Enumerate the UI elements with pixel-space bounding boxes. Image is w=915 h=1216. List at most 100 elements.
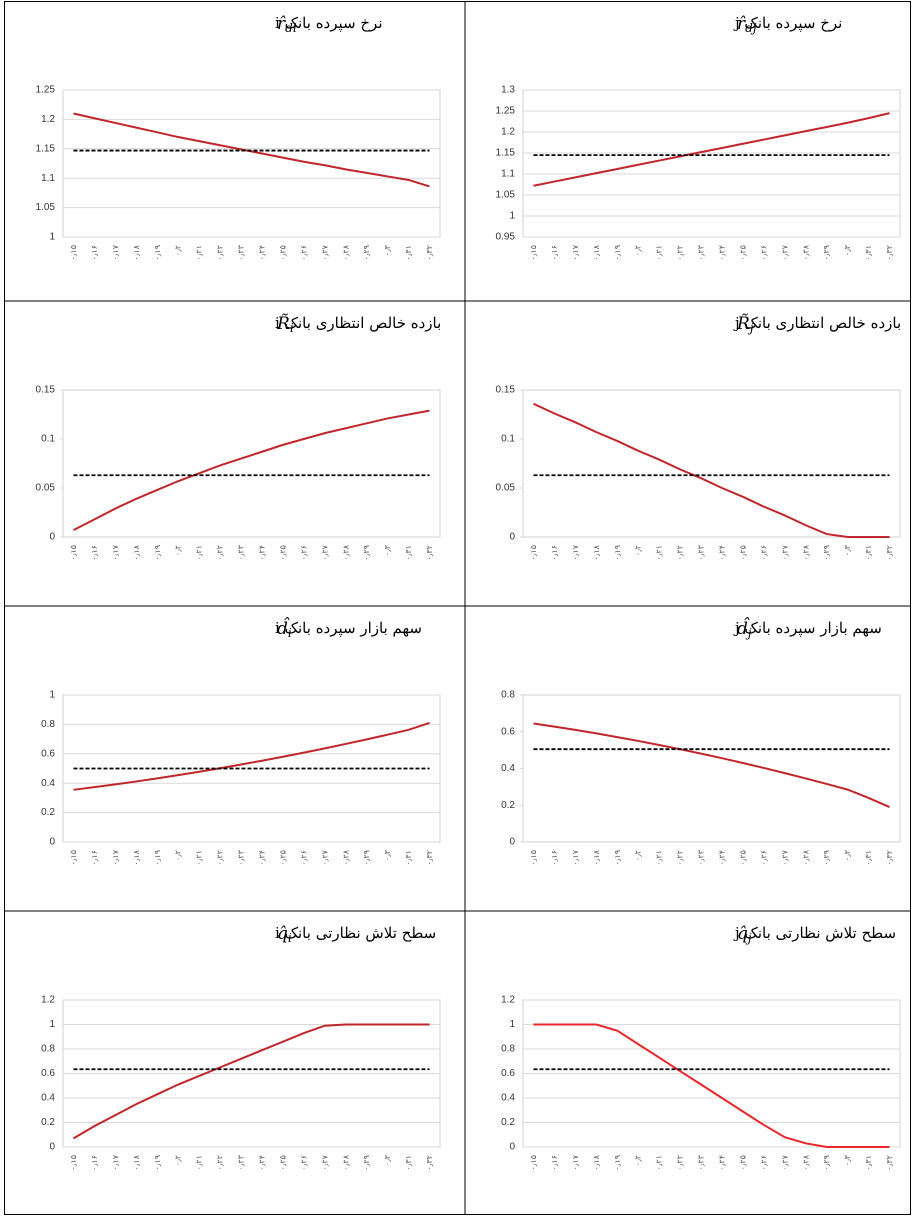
x-tick-label: ۰٫۳۱ [404,1155,413,1171]
plot-frame [62,389,441,538]
x-tick-label: ۰٫۱۹ [613,1155,622,1171]
x-tick-label: ۰٫۲۱ [655,850,664,866]
y-tick-label: 1.15 [496,148,516,159]
x-tick-label: ۰٫۱۸ [592,544,601,560]
x-tick-label: ۰٫۳۲ [425,545,434,561]
x-tick-label: ۰٫۱۵ [529,545,538,561]
x-tick-label: ۰٫۲۶ [759,545,768,561]
symbol-subscript: dj [745,21,757,35]
x-tick-label: ۰٫۲۶ [299,850,308,866]
y-tick-label: 0.6 [41,748,55,759]
y-tick-label: 1 [509,1019,515,1030]
y-tick-label: 1.2 [501,127,515,138]
x-tick-label: ۰٫۱۶ [550,1155,559,1171]
x-tick-label: ۰٫۳۱ [404,850,413,866]
x-tick-label: ۰٫۱۹ [613,245,622,261]
symbol: d̂ [277,617,290,639]
x-tick-label: ۰٫۱۸ [592,244,601,260]
x-tick-label: ۰٫۲۸ [801,849,810,865]
y-tick-label: 0.1 [501,434,515,445]
x-tick-label: ۰٫۲۹ [822,545,831,561]
x-tick-label: ۰٫۲۳ [237,244,246,260]
x-tick-label: ۰٫۱۷ [571,1154,580,1170]
x-tick-label: ۰٫۳ [843,1154,852,1166]
x-tick-label: ۰٫۳۱ [864,545,873,561]
x-tick-label: ۰٫۲۲ [216,545,225,561]
x-tick-label: ۰٫۱۹ [613,545,622,561]
x-tick-label: ۰٫۲۲ [216,245,225,261]
y-tick-label: 1.2 [41,114,55,125]
x-tick-label: ۰٫۲ [634,1155,643,1166]
x-tick-label: ۰٫۱۵ [69,545,78,561]
x-tick-label: ۰٫۳ [383,244,392,256]
x-tick-label: ۰٫۳۲ [425,245,434,261]
symbol: R̃ [736,313,750,333]
data-line [533,1023,890,1148]
y-tick-label: 0.8 [41,1044,55,1055]
chart-title: نرخ سپرده بانک j [733,14,842,32]
x-tick-label: ۰٫۱۸ [592,849,601,865]
y-tick-label: 1 [509,211,515,222]
title-symbol: r̂di [277,14,297,35]
x-tick-label: ۰٫۱۸ [592,1154,601,1170]
x-tick-label: ۰٫۲۸ [341,1154,350,1170]
x-tick-label: ۰٫۲۸ [801,544,810,560]
y-tick-label: 0.05 [496,483,516,494]
x-tick-label: ۰٫۲۴ [717,1155,726,1171]
x-tick-label: ۰٫۲۴ [717,850,726,866]
x-tick-label: ۰٫۳ [843,849,852,861]
x-tick-label: ۰٫۲۹ [362,245,371,261]
x-tick-label: ۰٫۱۸ [132,1154,141,1170]
data-line [72,1023,430,1140]
y-tick-label: 0.2 [41,1117,55,1128]
x-tick-label: ۰٫۱۷ [111,244,120,260]
x-tick-label: ۰٫۳۲ [425,850,434,866]
symbol: d̂ [737,617,750,639]
x-tick-label: ۰٫۲۸ [341,244,350,260]
title-symbol: R̃j [736,313,754,334]
x-tick-label: ۰٫۳۲ [885,545,894,561]
y-tick-label: 0.95 [496,232,516,243]
x-tick-label: ۰٫۳۲ [425,1155,434,1171]
x-tick-label: ۰٫۲۷ [780,244,789,260]
plot-frame [522,89,901,238]
x-tick-label: ۰٫۲۲ [676,245,685,261]
x-tick-label: ۰٫۲۶ [299,1155,308,1171]
x-tick-label: ۰٫۲۶ [759,850,768,866]
x-tick-label: ۰٫۲۷ [780,1154,789,1170]
symbol-subscript: j [745,931,752,945]
y-tick-label: 0 [509,532,515,543]
symbol-subscript: j [747,321,754,335]
y-tick-label: 0.4 [41,1093,55,1104]
title-symbol: R̃i [276,313,294,334]
x-tick-label: ۰٫۱۷ [111,1154,120,1170]
x-tick-label: ۰٫۲۷ [320,849,329,865]
data-line [73,721,430,791]
x-tick-label: ۰٫۲۴ [257,245,266,261]
x-tick-label: ۰٫۳ [383,544,392,556]
x-tick-label: ۰٫۲۷ [320,244,329,260]
y-tick-label: 1.2 [501,995,515,1006]
x-tick-label: ۰٫۲۵ [738,850,747,866]
x-tick-label: ۰٫۲۲ [676,545,685,561]
x-tick-label: ۰٫۲۳ [697,849,706,865]
symbol-subscript: i [288,626,292,640]
symbol: q̂ [277,924,288,944]
y-tick-label: 1.25 [496,106,516,117]
x-tick-label: ۰٫۲۶ [299,545,308,561]
x-tick-label: ۰٫۲۱ [195,545,204,561]
x-tick-label: ۰٫۳۱ [864,850,873,866]
x-tick-label: ۰٫۲۶ [759,245,768,261]
x-tick-label: ۰٫۳ [383,849,392,861]
x-tick-label: ۰٫۲۳ [237,849,246,865]
x-tick-label: ۰٫۲۳ [237,1154,246,1170]
x-tick-label: ۰٫۲ [634,245,643,256]
x-tick-label: ۰٫۱۶ [550,245,559,261]
x-tick-label: ۰٫۲۲ [216,850,225,866]
y-tick-label: 1.15 [36,143,56,154]
x-tick-label: ۰٫۲۲ [676,1155,685,1171]
data-line [533,722,890,809]
title-symbol: d̂j [737,617,752,640]
chart-title: سطح تلاش نظارتی بانک j [733,924,896,942]
